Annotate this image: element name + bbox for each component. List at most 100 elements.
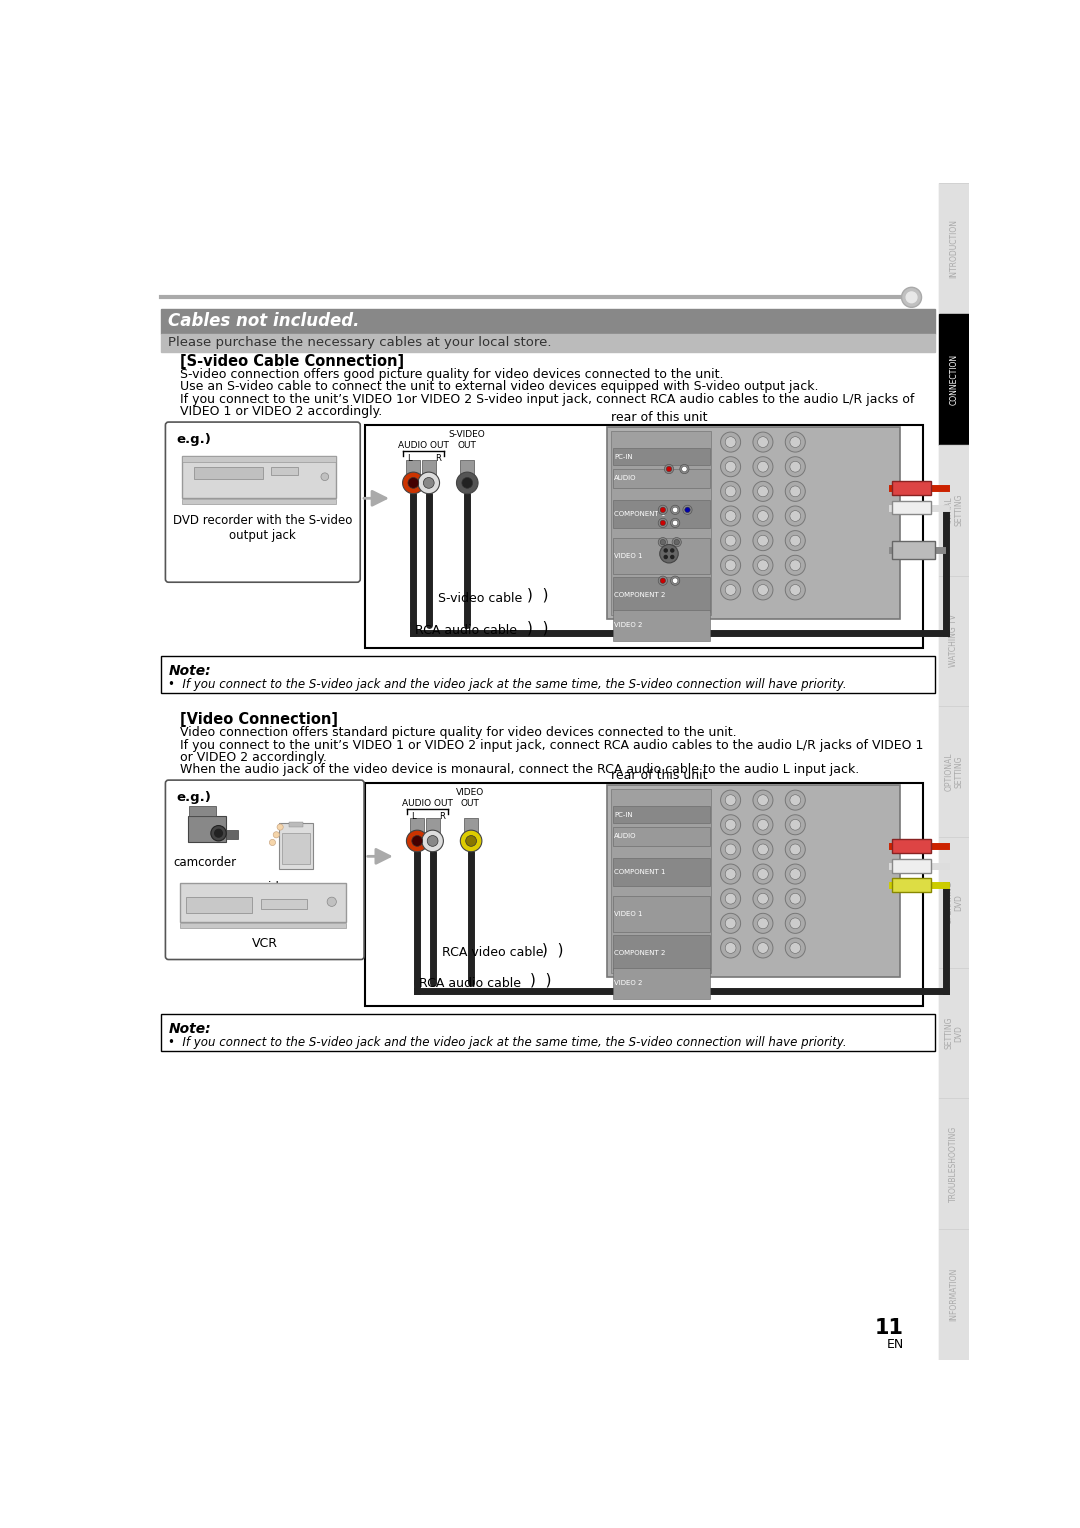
Circle shape xyxy=(660,539,665,545)
Circle shape xyxy=(789,535,800,545)
Circle shape xyxy=(720,506,741,526)
Circle shape xyxy=(460,830,482,851)
Bar xyxy=(612,969,710,999)
Circle shape xyxy=(660,507,665,512)
Text: L: L xyxy=(411,811,416,821)
Circle shape xyxy=(753,481,773,501)
Bar xyxy=(939,706,970,837)
Circle shape xyxy=(757,918,768,929)
Text: COMPONENT 1: COMPONENT 1 xyxy=(615,869,666,874)
Circle shape xyxy=(664,556,667,559)
Circle shape xyxy=(666,466,672,472)
Bar xyxy=(611,431,712,616)
Bar xyxy=(892,501,931,515)
Text: S-video connection offers good picture quality for video devices connected to th: S-video connection offers good picture q… xyxy=(180,368,724,380)
Circle shape xyxy=(720,938,741,958)
Text: PC-IN: PC-IN xyxy=(615,454,633,460)
Text: S-video cable: S-video cable xyxy=(438,591,523,605)
Circle shape xyxy=(789,559,800,570)
Circle shape xyxy=(406,830,428,851)
Text: WATCHING TV: WATCHING TV xyxy=(949,614,958,668)
Bar xyxy=(183,455,336,461)
Circle shape xyxy=(757,943,768,953)
Text: •  If you connect to the S-video jack and the video jack at the same time, the S: • If you connect to the S-video jack and… xyxy=(168,1036,847,1048)
Circle shape xyxy=(725,461,735,472)
Bar xyxy=(183,455,336,498)
Text: TROUBLESHOOTING: TROUBLESHOOTING xyxy=(949,1126,958,1203)
FancyBboxPatch shape xyxy=(165,422,361,582)
Bar xyxy=(426,817,440,834)
Circle shape xyxy=(757,535,768,545)
Circle shape xyxy=(725,559,735,570)
Circle shape xyxy=(672,538,681,547)
Circle shape xyxy=(215,830,222,837)
FancyBboxPatch shape xyxy=(165,781,364,960)
Bar xyxy=(939,315,970,445)
Circle shape xyxy=(725,868,735,880)
Circle shape xyxy=(720,839,741,859)
Circle shape xyxy=(753,863,773,885)
Circle shape xyxy=(725,486,735,497)
Bar xyxy=(282,833,310,863)
Circle shape xyxy=(785,457,806,477)
Circle shape xyxy=(273,831,280,837)
Bar xyxy=(607,426,900,619)
Bar xyxy=(612,500,710,527)
Circle shape xyxy=(278,824,283,830)
Bar xyxy=(365,784,923,1007)
Text: or VIDEO 2 accordingly.: or VIDEO 2 accordingly. xyxy=(180,750,327,764)
Bar xyxy=(186,897,252,912)
Text: VIDEO 1 or VIDEO 2 accordingly.: VIDEO 1 or VIDEO 2 accordingly. xyxy=(180,405,382,419)
Circle shape xyxy=(789,819,800,830)
Circle shape xyxy=(789,461,800,472)
Text: When the audio jack of the video device is monaural, connect the RCA audio cable: When the audio jack of the video device … xyxy=(180,762,860,776)
Bar xyxy=(892,859,931,872)
Bar xyxy=(612,610,710,640)
Circle shape xyxy=(725,819,735,830)
Circle shape xyxy=(411,836,422,847)
Circle shape xyxy=(658,506,667,515)
Circle shape xyxy=(785,839,806,859)
Text: Please purchase the necessary cables at your local store.: Please purchase the necessary cables at … xyxy=(168,336,552,350)
Circle shape xyxy=(725,843,735,854)
Circle shape xyxy=(785,481,806,501)
Bar xyxy=(161,1015,934,1051)
Circle shape xyxy=(753,555,773,575)
Bar xyxy=(226,830,238,839)
Bar xyxy=(612,897,710,932)
Text: Note:: Note: xyxy=(168,663,211,678)
Circle shape xyxy=(785,530,806,550)
Bar xyxy=(612,827,710,845)
Text: S-VIDEO
OUT: S-VIDEO OUT xyxy=(448,431,485,449)
Circle shape xyxy=(785,790,806,810)
Bar xyxy=(279,824,313,869)
Circle shape xyxy=(789,843,800,854)
Text: camcorder: camcorder xyxy=(173,856,237,869)
Circle shape xyxy=(321,472,328,481)
Circle shape xyxy=(789,918,800,929)
Circle shape xyxy=(660,578,665,584)
Circle shape xyxy=(457,472,478,494)
Circle shape xyxy=(671,518,679,527)
Circle shape xyxy=(658,518,667,527)
Text: e.g.): e.g.) xyxy=(176,792,211,804)
Bar xyxy=(422,460,435,477)
Bar xyxy=(892,481,931,495)
Circle shape xyxy=(789,943,800,953)
Bar xyxy=(464,817,478,834)
Circle shape xyxy=(725,894,735,905)
Bar xyxy=(612,538,710,573)
Circle shape xyxy=(753,938,773,958)
Bar xyxy=(365,425,923,648)
Bar xyxy=(194,468,264,480)
Circle shape xyxy=(658,576,667,585)
Circle shape xyxy=(211,825,226,840)
Text: e.g.): e.g.) xyxy=(176,432,211,446)
Circle shape xyxy=(753,790,773,810)
Circle shape xyxy=(418,472,440,494)
Circle shape xyxy=(671,576,679,585)
Bar xyxy=(939,183,970,315)
Circle shape xyxy=(753,432,773,452)
Text: )  ): ) ) xyxy=(542,941,564,957)
Bar xyxy=(183,500,336,504)
